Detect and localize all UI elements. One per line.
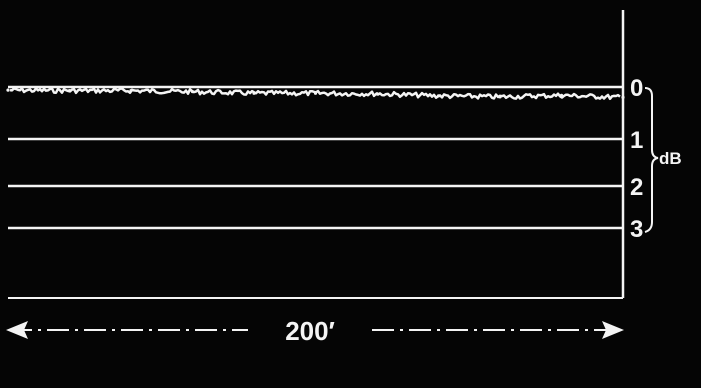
- trace-group: [6, 87, 625, 101]
- y-tick-label-2: 2: [630, 174, 643, 201]
- data-point: [375, 92, 379, 96]
- data-point: [252, 91, 256, 95]
- y-tick-labels: 0 1 2 3: [630, 75, 643, 243]
- data-point: [67, 89, 72, 93]
- span-arrowhead-left: [6, 321, 28, 339]
- data-point: [621, 95, 625, 99]
- x-span-label: 200′: [285, 316, 335, 346]
- db-brace: [644, 87, 659, 233]
- reference-lines: [8, 85, 623, 230]
- data-point: [436, 94, 441, 98]
- data-point: [498, 95, 502, 99]
- y-tick-label-0: 0: [630, 75, 643, 102]
- y-tick-label-1: 1: [630, 127, 643, 154]
- data-point: [6, 88, 10, 92]
- data-point: [559, 93, 564, 97]
- data-point: [190, 90, 195, 94]
- y-axis-unit-label: dB: [659, 149, 682, 168]
- data-point: [313, 91, 318, 95]
- y-tick-label-3: 3: [630, 216, 643, 243]
- data-point: [129, 89, 133, 93]
- span-arrowhead-right: [602, 321, 624, 339]
